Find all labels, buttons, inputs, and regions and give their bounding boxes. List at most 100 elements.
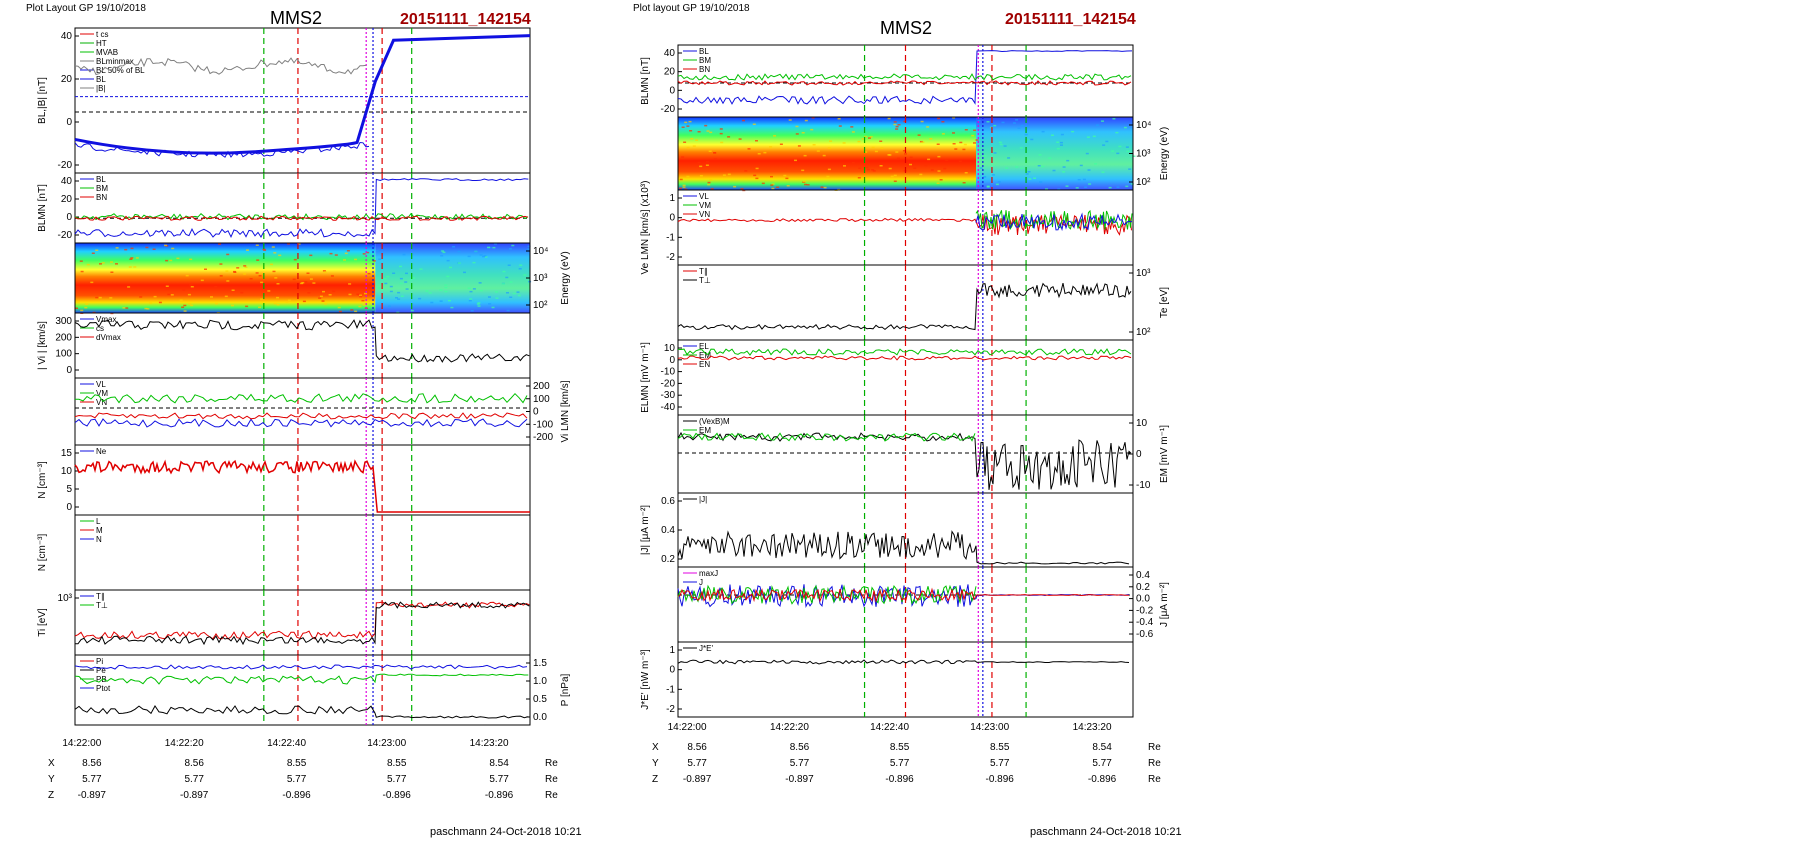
right-r2-speckle [868, 137, 871, 139]
left-p3-speckle [366, 251, 370, 254]
left-p3-speckle [322, 270, 326, 272]
right-r7-tick-label: 0.4 [661, 525, 675, 536]
left-p3-speckle [448, 299, 451, 302]
left-p3-speckle [149, 302, 153, 304]
right-r8-legend-label: maxJ [699, 569, 718, 578]
left-p3-speckle [372, 260, 376, 262]
left-p3-speckle [444, 286, 448, 289]
left-ephem-unit: Re [545, 790, 558, 801]
left-ephem-unit: Re [545, 774, 558, 785]
right-r2-speckle [904, 153, 907, 155]
right-r2-speckle [1092, 135, 1096, 138]
right-time-tick: 14:22:00 [668, 722, 707, 733]
left-p1-bl-smooth [74, 34, 531, 155]
right-r1-bn-trace [677, 80, 1132, 86]
right-r2-speckle [686, 125, 690, 127]
right-time-tick: 14:22:40 [870, 722, 909, 733]
right-ephem-value: 5.77 [1092, 758, 1112, 769]
left-p2-tick-label: -20 [58, 230, 73, 241]
left-p3-speckle [384, 282, 388, 285]
left-p9-tick-label: 0.5 [533, 694, 547, 705]
right-r2-speckle [783, 174, 787, 177]
left-p3-speckle [410, 309, 414, 312]
right-r2-speckle [1116, 186, 1120, 188]
right-r2-speckle [890, 175, 894, 178]
right-r8-tick-label: 0.4 [1136, 570, 1150, 581]
left-p3-speckle [267, 290, 271, 292]
left-p3-speckle [397, 291, 401, 294]
right-r2-speckle [927, 158, 931, 161]
left-p3-speckle [502, 270, 506, 273]
right-r2-tick-label: 10³ [1136, 149, 1151, 160]
left-p3-speckle [509, 296, 513, 298]
left-p3-speckle [488, 246, 492, 249]
right-r2-speckle [843, 165, 846, 167]
right-r2-speckle [1126, 150, 1130, 152]
right-r2-speckle [1087, 169, 1091, 171]
left-p3-speckle [189, 284, 193, 286]
right-time-tick: 14:23:20 [1073, 722, 1112, 733]
right-r6-tick-label: 0 [1136, 449, 1142, 460]
left-p3-speckle [527, 245, 531, 248]
right-r2-speckle [803, 154, 807, 157]
right-r2-speckle [709, 179, 713, 181]
right-r5-tick-label: -30 [661, 390, 676, 401]
right-r2-speckle [794, 159, 797, 162]
left-p3-panel: 10⁴ 10³ 10² Energy (eV) [74, 242, 571, 315]
right-r2-speckle [1062, 171, 1066, 173]
right-r2-speckle [837, 118, 841, 120]
right-r2-speckle [1075, 187, 1079, 189]
right-r2-speckle [786, 185, 790, 187]
right-r2-speckle [684, 188, 688, 190]
left-p3-speckle [125, 307, 129, 309]
right-r2-speckle [681, 156, 685, 158]
left-p5-legend-label: VM [96, 389, 108, 398]
right-ephemeris-table: X 8.56 8.56 8.55 8.55 8.54 Re Y 5.77 5.77 5.77 5.77… [652, 742, 1161, 785]
right-r2-speckle [1038, 154, 1042, 156]
right-r2-speckle [1052, 169, 1056, 172]
left-ephem-name: Z [48, 790, 54, 801]
right-r2-speckle [811, 117, 815, 119]
left-p3-speckle [219, 275, 223, 277]
left-p3-speckle [271, 246, 275, 248]
left-p3-speckle [467, 287, 471, 289]
left-p3-speckle [309, 278, 313, 280]
left-p9-tick-label: 1.5 [533, 658, 547, 669]
right-r2-speckle [681, 126, 685, 128]
right-r2-panel: 10⁴ 10³ 10² Energy (eV) [677, 116, 1170, 192]
right-r2-speckle [747, 148, 751, 150]
left-p3-speckle [369, 281, 373, 284]
right-r2-speckle [740, 188, 744, 190]
left-p6-ne-trace [74, 459, 530, 513]
left-p3-speckle [276, 283, 280, 285]
left-p4-legend-label: dVmax [96, 333, 121, 342]
left-p3-speckle [482, 255, 485, 258]
left-p3-speckle [440, 255, 444, 257]
left-p9-tick-label: 0.0 [533, 712, 547, 723]
right-r2-speckle [999, 143, 1003, 146]
right-r2-speckle [1039, 181, 1043, 183]
left-p3-speckle [75, 301, 79, 303]
left-p3-speckle [399, 277, 403, 280]
left-p3-speckle [508, 248, 512, 250]
right-r2-speckle [857, 177, 861, 179]
left-p3-speckle [256, 259, 260, 261]
left-p3-tick-label: 10² [533, 300, 548, 311]
right-r2-speckle [1084, 186, 1088, 188]
right-r8-jm-trace [677, 584, 977, 605]
left-p3-speckle [135, 257, 139, 259]
left-p3-speckle [101, 262, 105, 264]
right-r2-speckle [903, 120, 907, 123]
right-r2-speckle [688, 120, 692, 123]
right-r2-speckle [1048, 157, 1052, 159]
right-time-tick: 14:23:00 [970, 722, 1009, 733]
left-ephem-value: -0.896 [382, 790, 411, 801]
right-r2-speckle [866, 168, 870, 171]
left-p3-speckle [457, 250, 461, 253]
right-r2-speckle [761, 182, 765, 185]
right-r5-tick-label: 10 [664, 343, 676, 354]
left-p3-speckle [183, 304, 187, 307]
left-p3-speckle [128, 266, 132, 268]
left-p3-speckle [181, 306, 185, 308]
right-r2-speckle [997, 181, 1001, 183]
